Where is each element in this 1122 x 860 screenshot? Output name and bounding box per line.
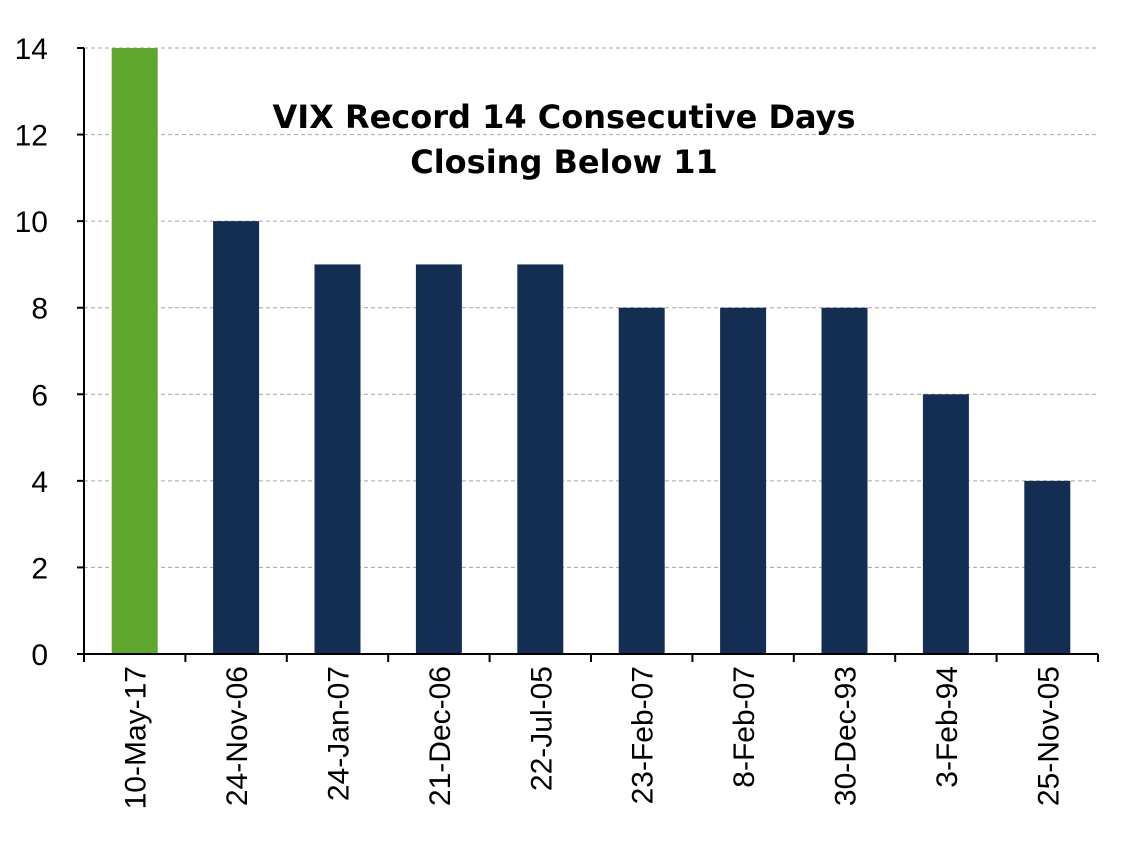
bar-22-Jul-05 [517, 264, 564, 654]
x-tick-label: 21-Dec-06 [424, 666, 457, 806]
bar-10-May-17 [111, 48, 158, 654]
bar-8-Feb-07 [720, 307, 767, 654]
x-tick-label: 30-Dec-93 [830, 666, 863, 806]
y-tick-label: 0 [31, 639, 48, 672]
bar-25-Nov-05 [1024, 480, 1071, 654]
y-tick-label: 2 [31, 552, 48, 585]
y-tick-label: 14 [15, 33, 48, 66]
y-tick-labels: 0 2 4 6 8 10 12 14 [15, 33, 48, 672]
bar-21-Dec-06 [415, 264, 462, 654]
bar-30-Dec-93 [821, 307, 868, 654]
y-tick-label: 10 [15, 206, 48, 239]
x-tick-label: 3-Feb-94 [931, 666, 964, 788]
y-tick-label: 12 [15, 120, 48, 153]
x-tick-label: 23-Feb-07 [627, 666, 660, 804]
x-tick-label: 8-Feb-07 [728, 666, 761, 788]
x-tick-label: 24-Nov-06 [221, 666, 254, 806]
y-tick-label: 8 [31, 293, 48, 326]
x-tick-label: 10-May-17 [120, 666, 153, 809]
x-tick-label: 25-Nov-05 [1032, 666, 1065, 806]
bar-23-Feb-07 [618, 307, 665, 654]
y-tick-label: 6 [31, 379, 48, 412]
axes [77, 47, 1099, 662]
chart-title-line-2: Closing Below 11 [410, 143, 718, 181]
chart-title-line-1: VIX Record 14 Consecutive Days [272, 98, 855, 136]
y-tick-label: 4 [31, 466, 48, 499]
x-tick-label: 24-Jan-07 [323, 666, 356, 801]
chart-title: VIX Record 14 Consecutive Days Closing B… [272, 98, 855, 181]
bar-3-Feb-94 [922, 394, 969, 654]
bars [111, 48, 1071, 654]
bar-24-Nov-06 [213, 221, 260, 654]
x-tick-labels: 10-May-17 24-Nov-06 24-Jan-07 21-Dec-06 22-J… [120, 666, 1066, 809]
x-tick-label: 22-Jul-05 [525, 666, 558, 791]
bar-24-Jan-07 [314, 264, 361, 654]
